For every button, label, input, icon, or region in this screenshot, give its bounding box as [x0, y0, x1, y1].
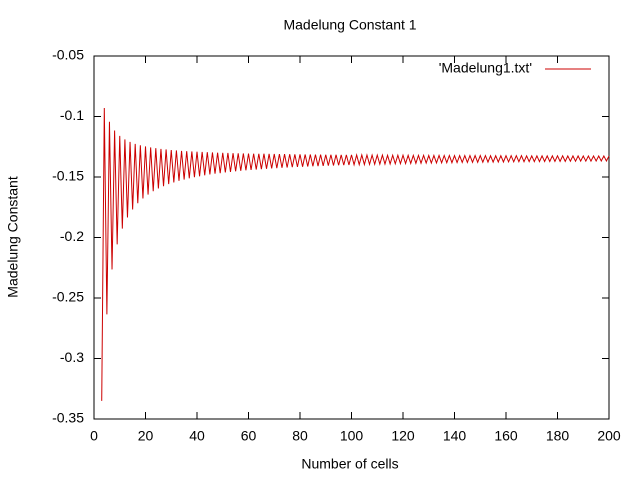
y-axis-label: Madelung Constant [5, 176, 21, 298]
x-tick-label: 80 [292, 428, 308, 444]
y-tick-label: -0.1 [60, 107, 84, 123]
y-tick-label: -0.05 [52, 47, 84, 63]
data-line [101, 108, 610, 401]
x-tick-label: 180 [546, 428, 570, 444]
legend-label: 'Madelung1.txt' [439, 60, 532, 76]
x-tick-label: 200 [597, 428, 621, 444]
plot-frame [93, 55, 610, 420]
x-axis-label: Number of cells [301, 456, 398, 472]
y-tick-label: -0.25 [52, 289, 84, 305]
y-tick-label: -0.3 [60, 349, 84, 365]
x-tick-label: 120 [391, 428, 415, 444]
x-tick-label: 0 [90, 428, 98, 444]
x-tick-label: 160 [494, 428, 518, 444]
chart-title: Madelung Constant 1 [283, 17, 416, 33]
x-tick-label: 140 [443, 428, 467, 444]
x-tick-label: 60 [241, 428, 257, 444]
y-tick-label: -0.35 [52, 410, 84, 426]
x-tick-label: 40 [189, 428, 205, 444]
x-tick-label: 20 [138, 428, 154, 444]
x-tick-label: 100 [340, 428, 364, 444]
y-tick-label: -0.15 [52, 168, 84, 184]
y-tick-label: -0.2 [60, 228, 84, 244]
